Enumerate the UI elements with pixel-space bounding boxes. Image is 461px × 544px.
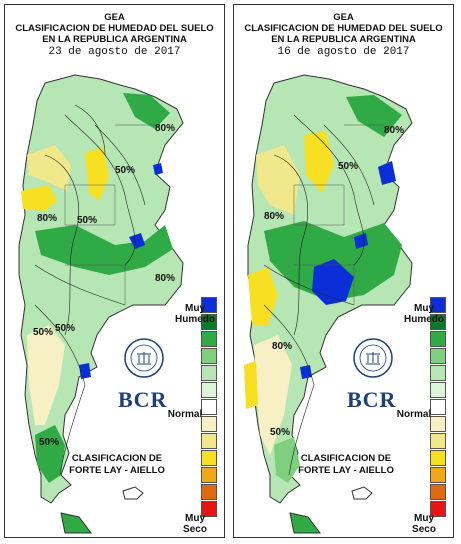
tierra-del-fuego (60, 512, 92, 534)
tierra-del-fuego (289, 512, 321, 534)
header-org: GEA (333, 12, 354, 23)
legend-swatch (201, 297, 217, 313)
legend-swatch (201, 314, 217, 330)
legend-swatch (201, 433, 217, 449)
dry-zone-west (248, 267, 278, 325)
contour-label: 50% (270, 427, 290, 438)
map-date: 16 de agosto de 2017 (277, 46, 410, 58)
legend-swatch (201, 501, 217, 517)
legend-swatch (430, 416, 446, 432)
dry-zone-south (244, 361, 258, 409)
legend-swatch (430, 297, 446, 313)
malvinas-islands (122, 486, 144, 500)
map-panel-aug-16: 50% 80% 80% 80% 50% GEA CLASIFICACION DE… (233, 4, 454, 538)
legend-swatch (201, 467, 217, 483)
classification-title: CLASIFICACION DE (71, 453, 163, 464)
legend-swatch (430, 365, 446, 381)
contour-label: 50% (55, 323, 75, 334)
argentina-moisture-map: 50% 80% 50% 80% 50% 50% 80% 50% (18, 74, 184, 534)
legend-label-normal: Normal (167, 409, 203, 420)
wet-zone-patagonia (274, 437, 300, 483)
moisture-legend (430, 297, 446, 518)
contour-label: 80% (272, 341, 292, 352)
header-org: GEA (104, 12, 125, 23)
legend-swatch (201, 382, 217, 398)
map-panel-aug-23: 50% 80% 50% 80% 50% 50% 80% 50% GEA CLAS… (4, 4, 225, 538)
wet-zone-north (123, 93, 170, 129)
normal-zone-patagonia (254, 335, 292, 455)
classification-title: CLASIFICACION DE (300, 453, 392, 464)
header-subtitle: EN LA REPUBLICA ARGENTINA (42, 34, 187, 45)
legend-label-normal: Normal (396, 409, 432, 420)
legend-swatch (430, 484, 446, 500)
bcr-logo-text: BCR (347, 387, 397, 412)
wet-zone-patagonia (35, 425, 65, 483)
legend-swatch (430, 450, 446, 466)
contour-label: 50% (39, 437, 59, 448)
classification-authors: FORTE LAY - AIELLO (298, 465, 394, 476)
very-wet-spot-2 (354, 233, 368, 249)
contour-lines (34, 104, 146, 476)
legend-label-very-wet: Muy Humedo (175, 303, 215, 325)
contour-label: 50% (77, 215, 97, 226)
very-wet-spot-3 (153, 163, 163, 175)
legend-swatch (430, 382, 446, 398)
legend-swatch (430, 433, 446, 449)
wet-zone-north (346, 95, 402, 137)
contour-label: 50% (338, 161, 358, 172)
legend-swatch (201, 484, 217, 500)
contour-label: 80% (37, 213, 57, 224)
legend-swatch (201, 348, 217, 364)
contour-label: 50% (33, 327, 53, 338)
header-title: CLASIFICACION DE HUMEDAD DEL SUELO (15, 23, 214, 34)
legend-swatch (201, 399, 217, 415)
legend-label-very-dry: Muy Seco (412, 513, 436, 535)
bcr-seal-logo (124, 338, 164, 378)
wet-zone-center (35, 225, 173, 275)
legend-swatch (430, 399, 446, 415)
legend-swatch (430, 348, 446, 364)
light-dry-zone (27, 145, 71, 191)
legend-swatch (430, 501, 446, 517)
legend-swatch (430, 314, 446, 330)
very-wet-spot-1 (378, 161, 396, 185)
legend-swatch (201, 450, 217, 466)
malvinas-islands (351, 486, 373, 500)
legend-label-very-wet: Muy Humedo (404, 303, 444, 325)
very-wet-spot-1 (129, 233, 145, 249)
contour-label: 80% (264, 211, 284, 222)
moisture-legend (201, 297, 217, 518)
header-subtitle: EN LA REPUBLICA ARGENTINA (271, 34, 416, 45)
bcr-seal-logo (353, 338, 393, 378)
bcr-logo-text: BCR (118, 387, 168, 412)
province-borders (293, 124, 384, 305)
legend-swatch (430, 467, 446, 483)
legend-swatch (201, 416, 217, 432)
map-date: 23 de agosto de 2017 (48, 46, 181, 58)
contour-lines (263, 114, 375, 476)
normal-zone-patagonia (27, 325, 65, 425)
very-wet-zone-pampas (312, 259, 354, 305)
legend-swatch (201, 365, 217, 381)
legend-swatch (430, 331, 446, 347)
light-dry-zone (256, 145, 300, 215)
contour-label: 80% (155, 123, 175, 134)
classification-authors: FORTE LAY - AIELLO (69, 465, 165, 476)
contour-label: 80% (384, 125, 404, 136)
header-title: CLASIFICACION DE HUMEDAD DEL SUELO (244, 23, 443, 34)
argentina-moisture-map: 50% 80% 80% 80% 50% (244, 74, 413, 534)
dry-zone-cuyo (85, 147, 109, 201)
province-borders (64, 124, 155, 305)
contour-label: 80% (155, 273, 175, 284)
dry-zone-west (21, 185, 57, 211)
legend-swatch (201, 331, 217, 347)
contour-label: 50% (115, 165, 135, 176)
legend-label-very-dry: Muy Seco (183, 513, 207, 535)
